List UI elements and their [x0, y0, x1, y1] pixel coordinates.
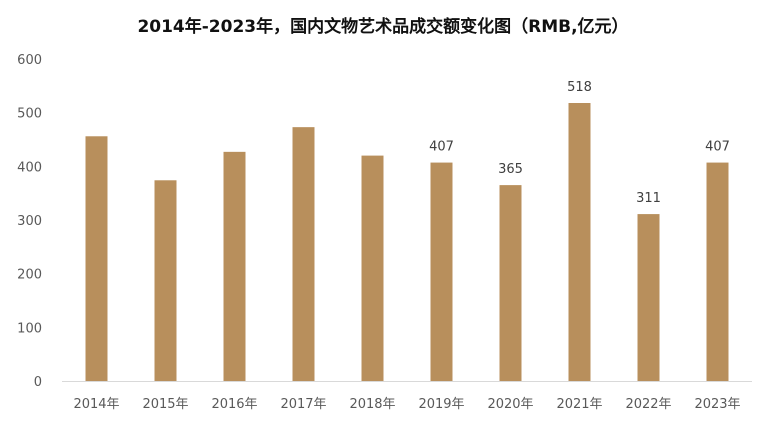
data-label: 407 [429, 140, 454, 155]
x-tick-label: 2016年 [211, 397, 257, 412]
bar [637, 214, 660, 381]
y-tick-label: 100 [17, 321, 42, 336]
y-tick-label: 500 [17, 107, 42, 122]
x-tick-label: 2022年 [625, 397, 671, 412]
x-axis-ticks: 2014年 2015年 2016年 2017年 2018年 2019年 2020年 2021年… [73, 397, 740, 412]
bar [85, 136, 108, 381]
x-tick-label: 2015年 [142, 397, 188, 412]
bar [568, 103, 591, 382]
bar [292, 127, 315, 381]
bars [85, 103, 729, 382]
data-label: 365 [498, 162, 523, 177]
y-tick-label: 200 [17, 268, 42, 283]
bar [154, 180, 177, 381]
data-labels: 407 365 518 311 407 [429, 80, 730, 206]
y-tick-label: 0 [34, 375, 42, 390]
x-tick-label: 2014年 [73, 397, 119, 412]
data-label: 518 [567, 80, 592, 95]
y-axis-ticks: 0 100 200 300 400 500 600 [17, 53, 42, 390]
x-tick-label: 2017年 [280, 397, 326, 412]
x-tick-label: 2021年 [556, 397, 602, 412]
y-tick-label: 300 [17, 214, 42, 229]
data-label: 407 [705, 140, 730, 155]
bar [361, 155, 384, 381]
y-tick-label: 600 [17, 53, 42, 68]
chart-title: 2014年-2023年，国内文物艺术品成交额变化图（RMB,亿元） [137, 17, 629, 37]
bar [430, 162, 453, 381]
y-tick-label: 400 [17, 160, 42, 175]
bar [706, 162, 729, 381]
data-label: 311 [636, 191, 661, 206]
x-tick-label: 2019年 [418, 397, 464, 412]
x-tick-label: 2023年 [694, 397, 740, 412]
x-tick-label: 2020年 [487, 397, 533, 412]
bar [499, 185, 522, 381]
bar [223, 151, 246, 381]
x-tick-label: 2018年 [349, 397, 395, 412]
